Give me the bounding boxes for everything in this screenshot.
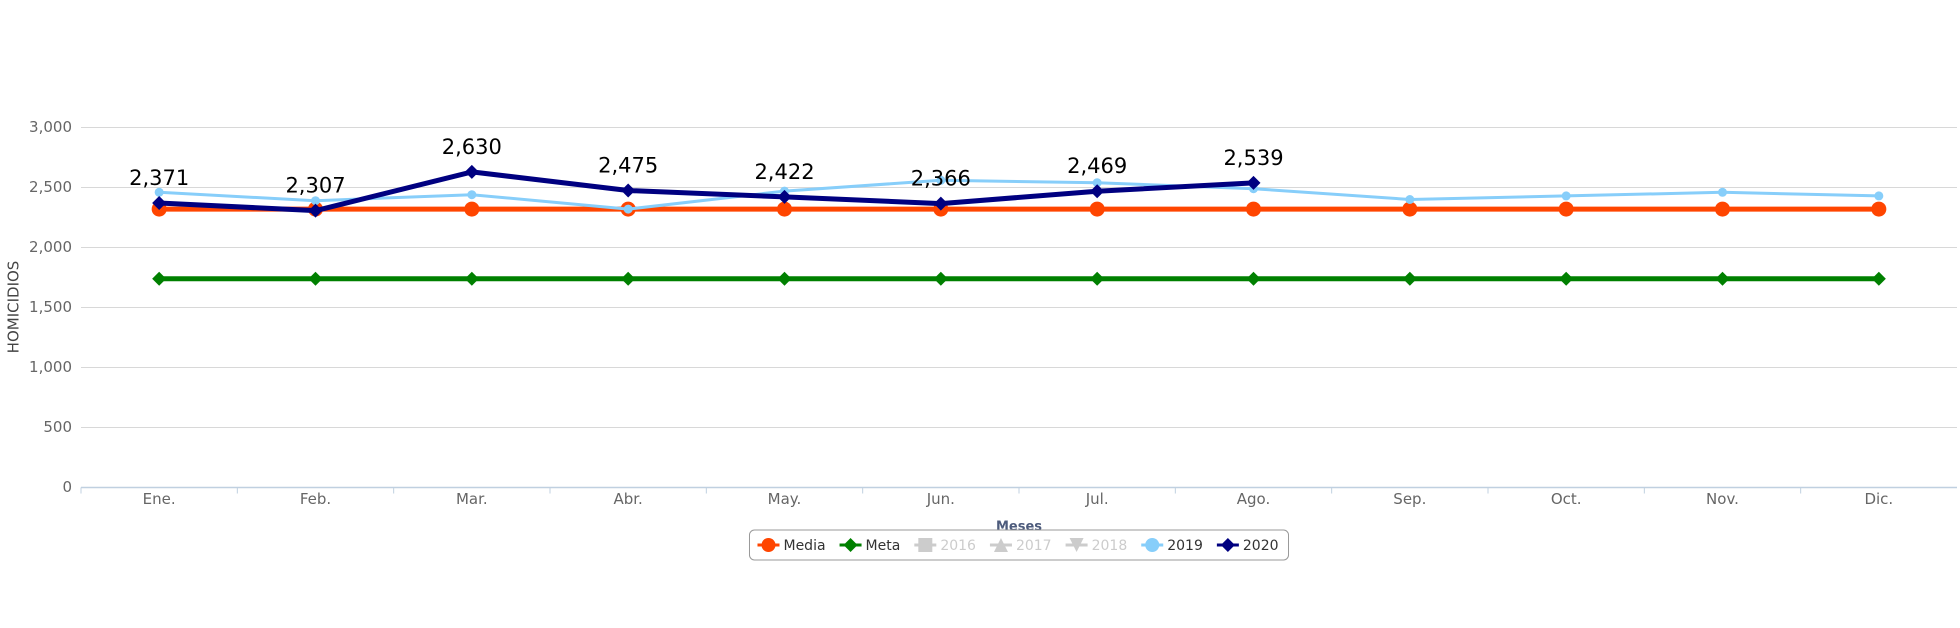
x-tick-label: Feb. bbox=[300, 490, 331, 508]
data-point bbox=[308, 203, 323, 218]
x-tick-label: Jul. bbox=[1085, 490, 1109, 508]
x-tick-label: Dic. bbox=[1864, 490, 1893, 508]
data-point bbox=[1246, 271, 1261, 286]
data-point bbox=[1402, 271, 1417, 286]
y-tick-label: 1,500 bbox=[29, 298, 72, 316]
y-tick-label: 2,000 bbox=[29, 238, 72, 256]
data-point bbox=[623, 204, 633, 214]
legend-box bbox=[748, 529, 1290, 561]
x-tick-label: Ago. bbox=[1237, 490, 1270, 508]
data-point bbox=[1090, 271, 1105, 286]
data-label: 2,307 bbox=[285, 174, 345, 198]
legend-label: 2019 bbox=[1167, 538, 1203, 554]
data-point bbox=[1558, 201, 1574, 217]
data-label: 2,371 bbox=[129, 166, 189, 190]
data-point bbox=[621, 183, 636, 198]
y-tick-label: 0 bbox=[62, 478, 72, 496]
legend-label: 2018 bbox=[1092, 538, 1128, 554]
data-point bbox=[1715, 201, 1730, 217]
legend-label: 2016 bbox=[940, 538, 976, 554]
data-point bbox=[936, 175, 946, 185]
data-point bbox=[1871, 271, 1886, 286]
data-point bbox=[464, 271, 479, 286]
x-tick-label: Ene. bbox=[143, 490, 176, 508]
data-point bbox=[777, 201, 792, 217]
data-point bbox=[1871, 201, 1887, 217]
data-point bbox=[777, 189, 792, 204]
legend-label: Meta bbox=[866, 538, 901, 554]
x-tick-label: May. bbox=[768, 490, 802, 508]
y-tick-label: 1,000 bbox=[29, 358, 72, 376]
legend-marker bbox=[993, 538, 1008, 552]
legend-marker bbox=[1145, 538, 1160, 552]
data-point bbox=[1089, 201, 1105, 217]
data-point bbox=[621, 271, 636, 286]
data-label: 2,469 bbox=[1067, 154, 1127, 178]
legend-label: 2020 bbox=[1243, 538, 1279, 554]
data-point bbox=[1402, 201, 1418, 217]
series-line bbox=[159, 169, 1254, 214]
data-point bbox=[311, 196, 320, 206]
data-point bbox=[308, 271, 323, 286]
data-point bbox=[1246, 201, 1261, 217]
x-tick-label: Mar. bbox=[456, 490, 488, 508]
x-tick-label: Sep. bbox=[1393, 490, 1426, 508]
y-axis-label: HOMICIDIOS bbox=[5, 261, 23, 354]
legend-label: Media bbox=[783, 538, 825, 554]
x-tick-label: Abr. bbox=[613, 490, 642, 508]
series-line bbox=[159, 178, 1879, 211]
x-tick-label: Nov. bbox=[1706, 490, 1739, 508]
data-point bbox=[1559, 271, 1574, 286]
data-point bbox=[1090, 184, 1105, 199]
data-point bbox=[1718, 187, 1727, 197]
y-tick-label: 3,000 bbox=[29, 118, 72, 136]
data-point bbox=[1092, 178, 1102, 188]
y-tick-label: 2,500 bbox=[29, 178, 72, 196]
data-point bbox=[1874, 191, 1884, 201]
data-point bbox=[1246, 175, 1261, 190]
data-point bbox=[933, 196, 948, 211]
data-point bbox=[154, 187, 164, 197]
y-tick-label: 500 bbox=[43, 418, 72, 436]
data-point bbox=[1715, 271, 1730, 286]
legend-label: 2017 bbox=[1016, 538, 1052, 554]
legend-marker bbox=[918, 538, 933, 552]
data-point bbox=[1561, 191, 1571, 201]
data-point bbox=[777, 271, 792, 286]
data-point bbox=[152, 271, 167, 286]
x-tick-label: Oct. bbox=[1551, 490, 1582, 508]
legend-marker bbox=[1069, 538, 1084, 552]
data-point bbox=[464, 201, 480, 217]
data-point bbox=[467, 190, 477, 200]
x-tick-label: Jun. bbox=[926, 490, 955, 508]
data-point bbox=[933, 271, 948, 286]
legend-marker bbox=[761, 538, 776, 552]
data-label: 2,539 bbox=[1223, 146, 1283, 170]
data-point bbox=[1405, 195, 1415, 204]
legend-marker bbox=[1220, 538, 1235, 552]
data-label: 2,366 bbox=[911, 167, 971, 191]
legend: Media Meta 2016 2017 2018 2019 2020 bbox=[748, 529, 1290, 561]
data-label: 2,422 bbox=[754, 160, 814, 184]
legend-marker bbox=[843, 538, 858, 552]
data-label: 2,630 bbox=[442, 135, 502, 159]
data-label: 2,475 bbox=[598, 154, 658, 178]
data-point bbox=[152, 195, 167, 210]
data-point bbox=[464, 164, 479, 179]
